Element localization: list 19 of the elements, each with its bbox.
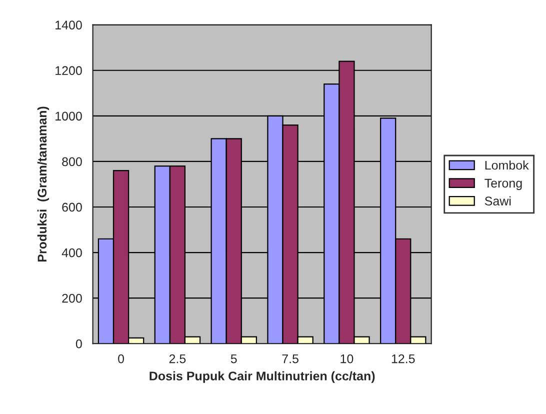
y-tick-label: 600: [62, 202, 82, 212]
x-tick-label: 12.5: [392, 354, 415, 364]
x-tick-label: 2.5: [169, 354, 186, 364]
y-axis-title: Produksi (Gram/tanaman): [37, 106, 50, 262]
x-tick-label: 10: [340, 354, 354, 364]
y-tick-label: 0: [76, 339, 82, 348]
legend-label: Lombok: [485, 160, 529, 170]
x-tick-label: 5: [230, 354, 237, 364]
x-tick-label: 7.5: [282, 354, 298, 364]
legend-label: Terong: [484, 178, 522, 190]
legend-label: Sawi: [484, 196, 511, 206]
x-tick-label: 0: [118, 354, 124, 364]
y-tick-label: 400: [62, 248, 82, 258]
y-tick-label: 1000: [56, 112, 82, 121]
y-tick-label: 800: [62, 157, 82, 166]
y-tick-label: 1200: [56, 66, 82, 76]
y-tick-label: 200: [62, 294, 82, 303]
x-axis-title: Dosis Pupuk Cair Multinutrien (cc/tan): [150, 371, 375, 383]
y-tick-label: 1400: [56, 20, 82, 30]
